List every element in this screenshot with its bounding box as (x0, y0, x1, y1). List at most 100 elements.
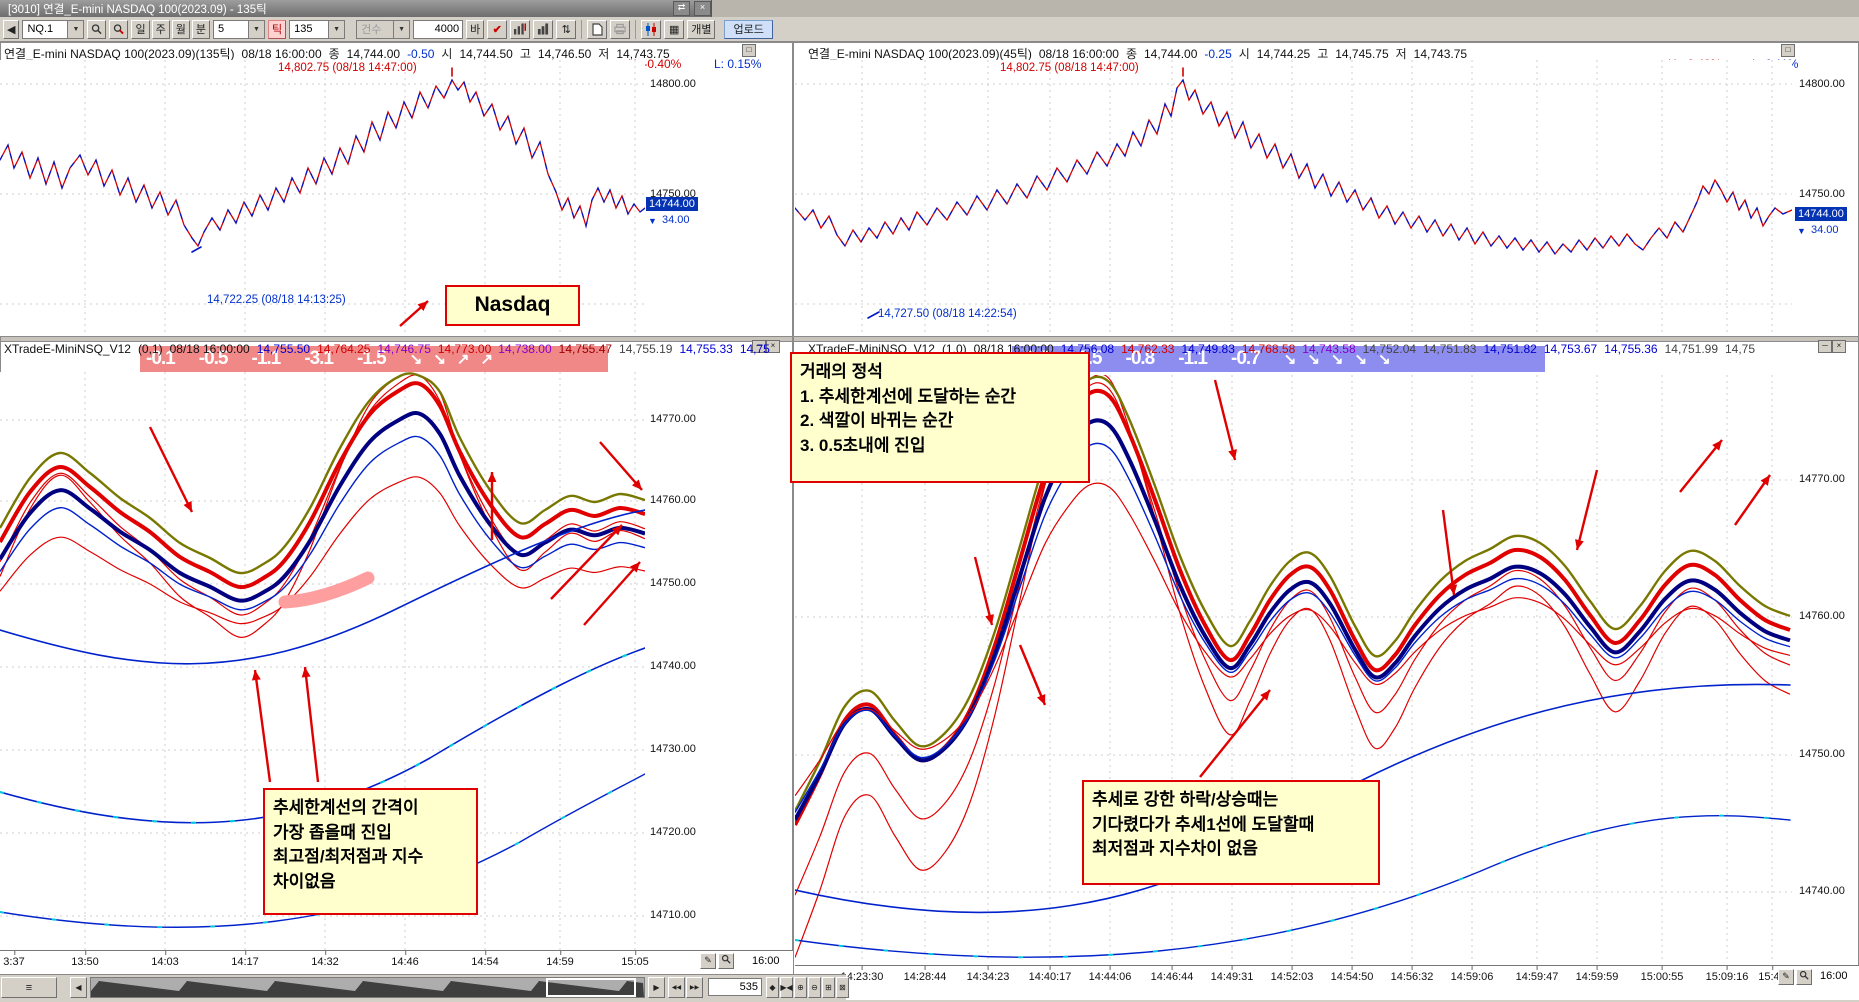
search-jump-button[interactable] (109, 19, 129, 39)
time-axis-label: 14:03 (151, 951, 179, 968)
maximize-icon[interactable]: □ (742, 44, 756, 57)
indicator-value: 14,751.99 (1664, 342, 1718, 356)
signal-arrows: ↘ ↘ ↘ ↘ ↘ (1284, 350, 1402, 368)
print-button (610, 19, 631, 39)
close-window-icon[interactable]: × (694, 1, 711, 16)
forward-button[interactable]: ▶▶ (686, 977, 703, 998)
right-end-time: 16:00 (1820, 970, 1848, 982)
left-low-note: 14,722.25 (08/18 14:13:25) (207, 294, 346, 306)
minimize-pane-icon[interactable]: ─ (1818, 340, 1832, 353)
new-doc-button[interactable] (587, 19, 608, 39)
period-button[interactable]: 분 (191, 19, 210, 39)
indicator-value: 14,746.75 (377, 342, 431, 356)
close-pane-icon[interactable]: × (1832, 340, 1846, 353)
navigator-tool-icon[interactable]: ⊕ (794, 977, 807, 998)
close-value: 14,744.00 (346, 46, 401, 61)
chevron-down-icon[interactable]: ▼ (247, 20, 264, 38)
navigator-tool-icon[interactable]: ⊞ (822, 977, 835, 998)
navigator-selection[interactable] (546, 978, 636, 997)
search-button[interactable] (87, 19, 107, 39)
sort-updown-icon[interactable]: ⇅ (556, 19, 577, 39)
chart-alert-button[interactable] (510, 19, 531, 39)
pencil-icon[interactable]: ✎ (700, 953, 716, 969)
scroll-right-button[interactable]: ▶ (648, 977, 665, 998)
time-axis-label: 14:46:44 (1150, 966, 1194, 983)
navigator-tool-icon[interactable]: ▶◀ (780, 977, 793, 998)
count-label: 건수 (361, 24, 382, 36)
navigator-tool-icon[interactable]: ⊖ (808, 977, 821, 998)
indicator-value: 14,755.36 (1604, 342, 1658, 356)
navigator-tool-icon[interactable]: ⊠ (836, 977, 849, 998)
right-indicator-axis: 14770.00 14760.00 14750.00 14740.00 (1795, 375, 1859, 963)
bar-button[interactable]: 바 (466, 19, 485, 39)
open-label: 시 (441, 47, 453, 61)
indicator-axis-label: 14750.00 (650, 577, 696, 589)
note-line: 3. 0.5초내에 진입 (800, 435, 926, 455)
upload-button[interactable]: 업로드 (724, 19, 773, 39)
signal-arrow-icon: ↘ (1378, 351, 1391, 368)
signal-arrow-icon: ↘ (1354, 351, 1368, 368)
note-line: 2. 색깔이 바뀌는 순간 (800, 411, 954, 431)
note-line: 1. 추세한계선에 도달하는 순간 (800, 386, 1017, 406)
minute-value: 5 (217, 23, 225, 35)
candle-icon (646, 22, 657, 36)
candle-chart-button[interactable] (641, 19, 662, 39)
indicator-value: 14,751.83 (1423, 342, 1477, 356)
toolbar-scroll-left-icon[interactable]: ◀ (3, 19, 20, 39)
signal-arrow-icon: ↘ (1283, 351, 1297, 368)
signal-value: -0.1 (146, 348, 176, 369)
left-high-note: 14,802.75 (08/18 14:47:00) (278, 62, 417, 74)
signal-value: -3.1 (304, 348, 334, 369)
time-axis-label: 14:28:44 (903, 966, 947, 983)
indicator-value: 14,749.83 (1181, 342, 1235, 356)
close-pane-icon[interactable]: × (766, 340, 780, 353)
note-line: 최저점과 지수차이 없음 (1092, 839, 1258, 859)
individual-button[interactable]: 개별 (687, 19, 716, 39)
tick-button[interactable]: 틱 (267, 19, 287, 39)
note-line: 추세한계선의 간격이 (273, 798, 419, 817)
chart-navigator[interactable] (90, 977, 645, 998)
indicator-axis-label: 14710.00 (650, 909, 696, 921)
period-button[interactable]: 일 (131, 19, 150, 39)
chart-bars-button[interactable] (533, 19, 554, 39)
bar-position-input[interactable] (708, 978, 762, 996)
period-button[interactable]: 월 (171, 19, 190, 39)
zoom-icon[interactable] (718, 953, 734, 969)
maximize-icon[interactable]: □ (1781, 44, 1795, 57)
minute-combo[interactable]: 5 ▼ (212, 19, 265, 39)
signal-value: -0.5 (198, 348, 229, 369)
time-axis-label: 14:59:47 (1515, 966, 1559, 983)
grid-view-icon[interactable]: ▦ (664, 19, 685, 39)
grip-handle[interactable]: ≡ (1, 977, 57, 998)
tick-count-combo[interactable]: 135 ▼ (289, 19, 346, 39)
swap-window-icon[interactable]: ⇄ (673, 1, 690, 16)
draw-check-icon[interactable]: ✔ (487, 19, 508, 39)
bar-count-input[interactable] (413, 19, 464, 39)
rewind-button[interactable]: ◀◀ (668, 977, 685, 998)
indicator-datetime: 08/18 16:00:00 (169, 342, 250, 356)
time-axis-label: 14:40:17 (1028, 966, 1072, 983)
left-pane-splitter[interactable] (1, 336, 792, 342)
time-axis-label: 3:37 (3, 951, 25, 968)
time-axis-label: 14:32 (311, 951, 339, 968)
chevron-down-icon[interactable]: ▼ (67, 20, 84, 38)
left-chart-datetime: 08/18 16:00:00 (241, 46, 322, 61)
pencil-icon[interactable]: ✎ (1778, 969, 1794, 985)
navigator-tool-icon[interactable]: ◆ (766, 977, 779, 998)
right-chart-header: 연결_E-mini NASDAQ 100(2023.09)(45틱) 08/18… (808, 45, 1467, 62)
scroll-left-button[interactable]: ◀ (70, 977, 87, 998)
right-signal-bar: -0.3-0.5-0.8-1.1-0.7 ↘↘↘↘↘ (1012, 346, 1545, 372)
chevron-down-icon[interactable]: ▼ (328, 20, 345, 38)
window-tab[interactable]: [3010] 연결_E-mini NASDAQ 100(2023.09) - 1… (0, 0, 712, 17)
symbol-combo[interactable]: NQ.1 ▼ (22, 19, 85, 39)
zoom-icon[interactable] (1796, 969, 1812, 985)
right-pane-splitter[interactable] (794, 336, 1858, 342)
time-axis-label: 14:23:30 (840, 966, 884, 983)
right-chart-datetime: 08/18 16:00:00 (1038, 46, 1119, 61)
period-button[interactable]: 주 (151, 19, 170, 39)
signal-arrow-icon: ↘ (409, 351, 423, 368)
right-price-chart[interactable] (795, 60, 1792, 336)
minimize-pane-icon[interactable]: ─ (752, 340, 766, 353)
